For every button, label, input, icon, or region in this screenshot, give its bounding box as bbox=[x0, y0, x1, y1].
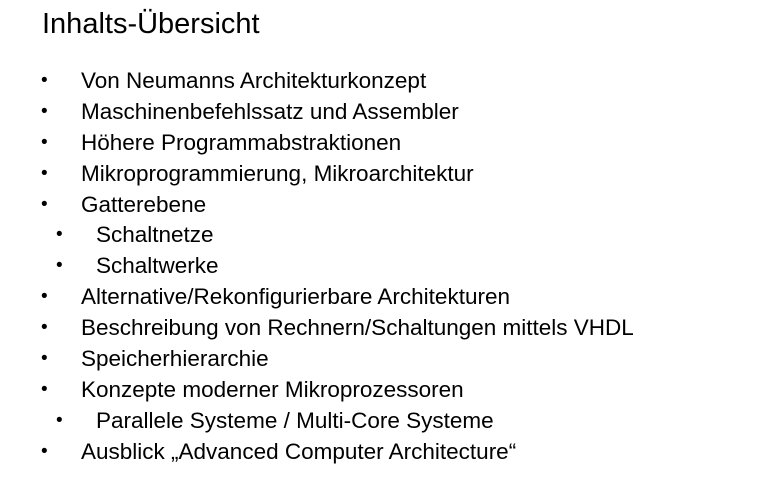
list-item: • Alternative/Rekonfigurierbare Architek… bbox=[0, 282, 761, 313]
list-item: • Maschinenbefehlssatz und Assembler bbox=[0, 97, 761, 128]
list-item-text: Konzepte moderner Mikroprozessoren bbox=[81, 376, 464, 402]
list-item: • Von Neumanns Architekturkonzept bbox=[0, 66, 761, 97]
sub-list-item: • Schaltnetze bbox=[0, 220, 761, 251]
list-item: • Speicherhierarchie bbox=[0, 344, 761, 375]
bullet-icon: • bbox=[56, 409, 63, 431]
list-item-text: Parallele Systeme / Multi-Core Systeme bbox=[96, 407, 494, 433]
list-item-text: Ausblick „Advanced Computer Architecture… bbox=[81, 438, 517, 464]
bullet-icon: • bbox=[41, 440, 48, 462]
list-item-text: Gatterebene bbox=[81, 191, 207, 217]
list-item-text: Höhere Programmabstraktionen bbox=[81, 129, 402, 155]
list-item-text: Von Neumanns Architekturkonzept bbox=[81, 68, 427, 93]
list-item: • Mikroprogrammierung, Mikroarchitektur bbox=[0, 159, 761, 190]
slide-title: Inhalts-Übersicht bbox=[42, 8, 260, 40]
bullet-icon: • bbox=[41, 162, 48, 184]
bullet-icon: • bbox=[41, 378, 48, 400]
list-item: • Konzepte moderner Mikroprozessoren bbox=[0, 375, 761, 406]
sub-list-item: • Parallele Systeme / Multi-Core Systeme bbox=[0, 406, 761, 437]
bullet-icon: • bbox=[41, 317, 48, 339]
list-item-text: Maschinenbefehlssatz und Assembler bbox=[81, 98, 459, 124]
bullet-icon: • bbox=[41, 348, 48, 370]
list-item: • Höhere Programmabstraktionen bbox=[0, 128, 761, 159]
list-item-text: Beschreibung von Rechnern/Schaltungen mi… bbox=[81, 315, 634, 341]
list-item: • Beschreibung von Rechnern/Schaltungen … bbox=[0, 313, 761, 344]
agenda-list: • Von Neumanns Architekturkonzept • Masc… bbox=[0, 66, 761, 468]
bullet-icon: • bbox=[41, 131, 48, 153]
bullet-icon: • bbox=[41, 100, 48, 122]
sub-list-item: • Schaltwerke bbox=[0, 251, 761, 282]
list-item: • Gatterebene bbox=[0, 190, 761, 221]
list-item-text: Schaltnetze bbox=[96, 222, 214, 248]
list-item: • Ausblick „Advanced Computer Architectu… bbox=[0, 437, 761, 468]
bullet-icon: • bbox=[41, 193, 48, 215]
bullet-icon: • bbox=[56, 255, 63, 277]
list-item-text: Speicherhierarchie bbox=[81, 346, 269, 372]
bullet-icon: • bbox=[41, 70, 48, 91]
bullet-icon: • bbox=[41, 286, 48, 308]
list-item-text: Alternative/Rekonfigurierbare Architektu… bbox=[81, 284, 510, 310]
list-item-text: Mikroprogrammierung, Mikroarchitektur bbox=[81, 160, 474, 186]
list-item-text: Schaltwerke bbox=[96, 253, 219, 279]
bullet-icon: • bbox=[56, 224, 63, 246]
